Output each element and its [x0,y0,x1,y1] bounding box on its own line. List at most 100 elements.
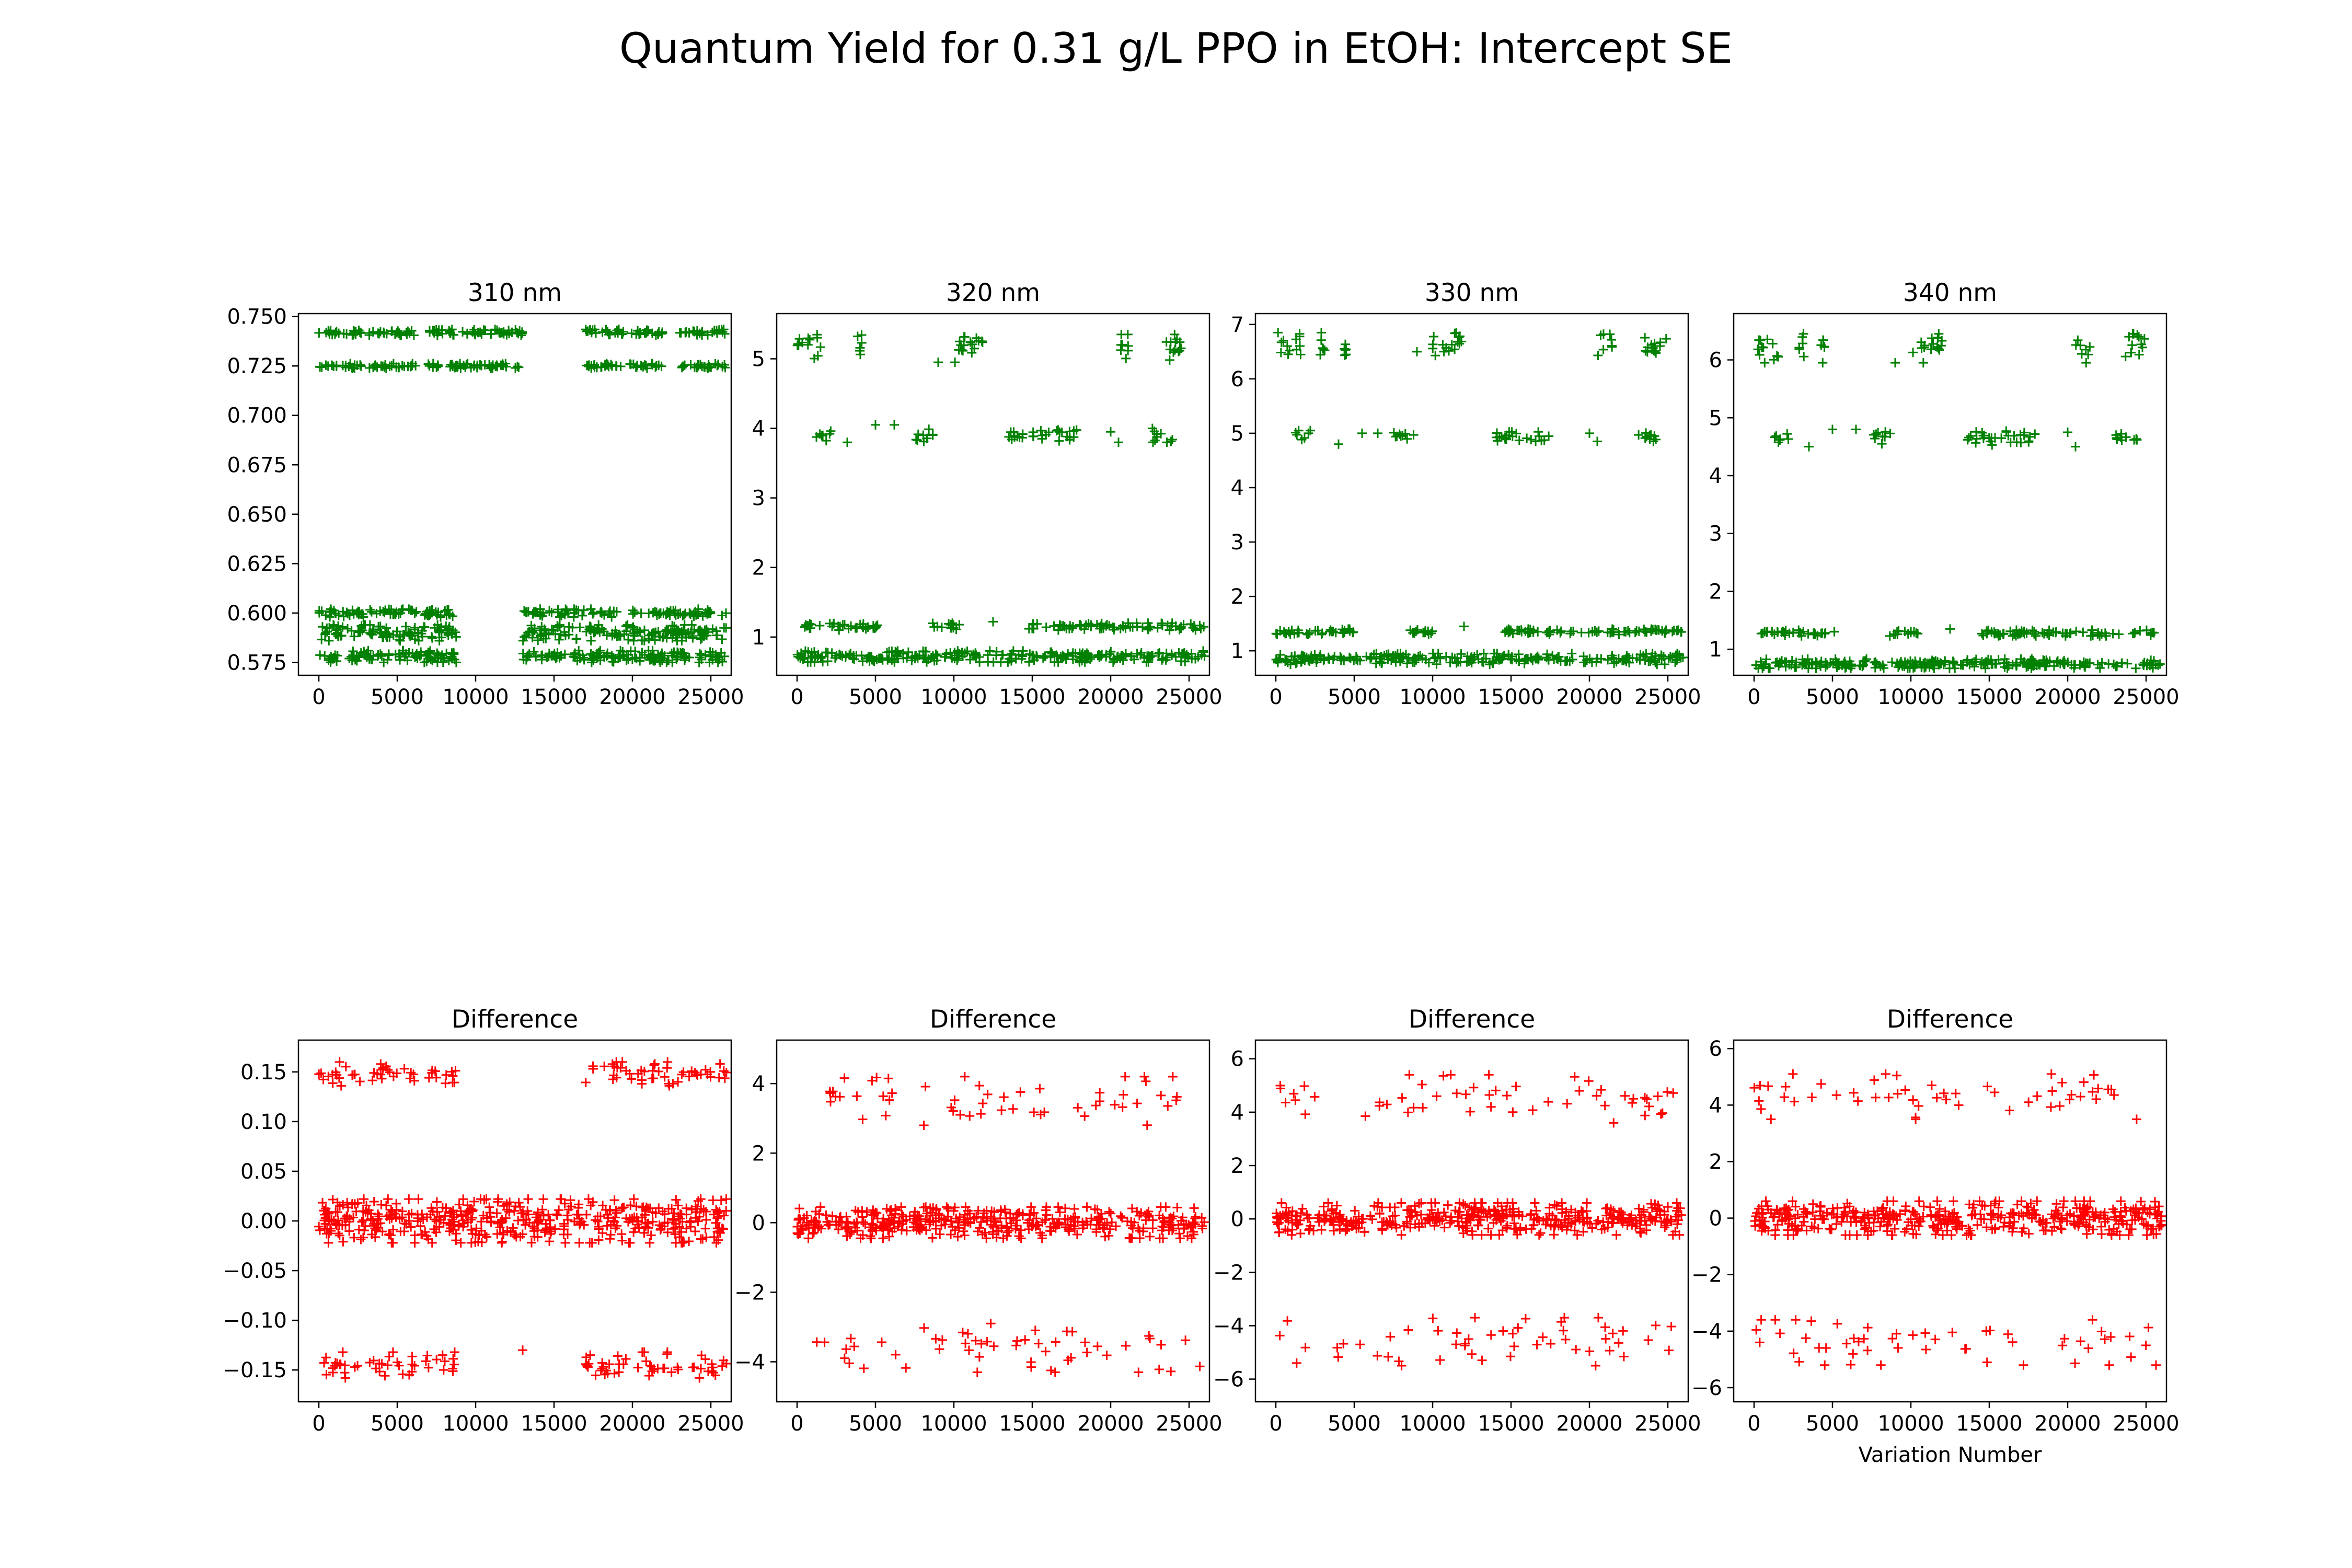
data-point [852,1091,862,1101]
data-point [711,653,721,663]
data-point [456,1238,466,1248]
data-point [933,358,943,367]
x-tick-label: 10000 [1399,685,1466,709]
data-point [442,627,452,637]
data-point [890,420,899,430]
data-point [523,651,533,661]
data-point [1519,659,1529,668]
data-point [339,612,349,621]
data-point [2004,1105,2014,1115]
data-point [1667,627,1677,637]
data-point [365,620,375,630]
data-point [1607,341,1617,351]
data-point [1565,629,1575,639]
y-tick-label: 1 [752,626,765,650]
data-point [512,362,522,372]
data-point [403,326,413,336]
data-point [549,649,559,659]
data-point [1055,620,1065,630]
data-point [1853,1096,1863,1106]
data-point [1668,1088,1678,1098]
data-point [848,653,858,663]
data-point [1095,1088,1105,1098]
data-point [1782,429,1792,439]
data-point [328,1368,338,1378]
data-point [1945,624,1955,634]
data-point [2132,330,2142,340]
data-point [1619,655,1629,665]
y-tick-label: 0 [752,1211,765,1235]
data-point [583,326,593,336]
data-point [439,653,449,663]
data-point [586,636,596,645]
data-point [1657,1108,1667,1118]
x-tick-label: 0 [1747,685,1760,709]
data-point [721,1194,731,1204]
data-point [1559,1325,1569,1335]
data-point [1296,350,1306,360]
data-point [1646,654,1656,664]
data-point [1933,333,1943,343]
data-point [325,329,335,339]
data-point [637,1347,647,1357]
data-point [1028,431,1038,441]
data-point [1297,652,1307,662]
data-point [968,649,978,659]
data-point [2073,335,2083,345]
data-point [1435,653,1445,663]
data-point [690,1227,700,1237]
data-point [545,1237,555,1247]
data-point [1477,1230,1486,1240]
data-point [387,326,397,336]
data-point [2139,1219,2149,1229]
data-point [1596,330,1606,340]
data-point [2024,436,2034,446]
data-point [677,363,687,373]
data-point [630,653,640,663]
data-point [1542,628,1552,638]
data-point [1452,1088,1462,1098]
data-point [1863,1345,1873,1355]
data-point [486,329,496,339]
data-point [1073,1103,1083,1113]
data-point [943,1204,953,1214]
subplot-title: Difference [1409,1005,1535,1034]
data-point [2127,340,2137,350]
data-point [835,1092,845,1102]
data-point [1195,1362,1205,1371]
data-point [792,340,802,350]
data-point [1053,425,1063,435]
data-point [448,1354,458,1364]
data-point [577,610,587,620]
data-point [589,628,599,638]
data-point [1783,1230,1793,1240]
data-point [1063,650,1073,660]
data-point [1102,619,1112,629]
data-point [1635,650,1645,660]
data-point [575,622,585,632]
data-point [554,1205,564,1215]
data-point [1041,1346,1051,1356]
data-point [372,609,382,619]
data-point [612,607,621,617]
data-point [1756,1104,1766,1114]
data-point [1629,1094,1639,1104]
data-point [2032,1091,2042,1101]
data-point [1117,1102,1127,1112]
data-point [1584,1076,1594,1086]
data-point [1671,625,1681,635]
data-point [1029,1107,1039,1117]
data-point [341,1062,351,1071]
data-point [599,627,609,637]
data-point [1768,339,1778,349]
data-point [1383,1352,1393,1362]
data-point [523,607,533,617]
data-point [1333,1352,1343,1362]
data-point [662,1349,672,1359]
data-point [1549,1230,1559,1240]
data-point [545,606,555,616]
data-point [1377,1225,1387,1235]
data-point [972,1367,982,1377]
data-point [1300,1343,1310,1353]
